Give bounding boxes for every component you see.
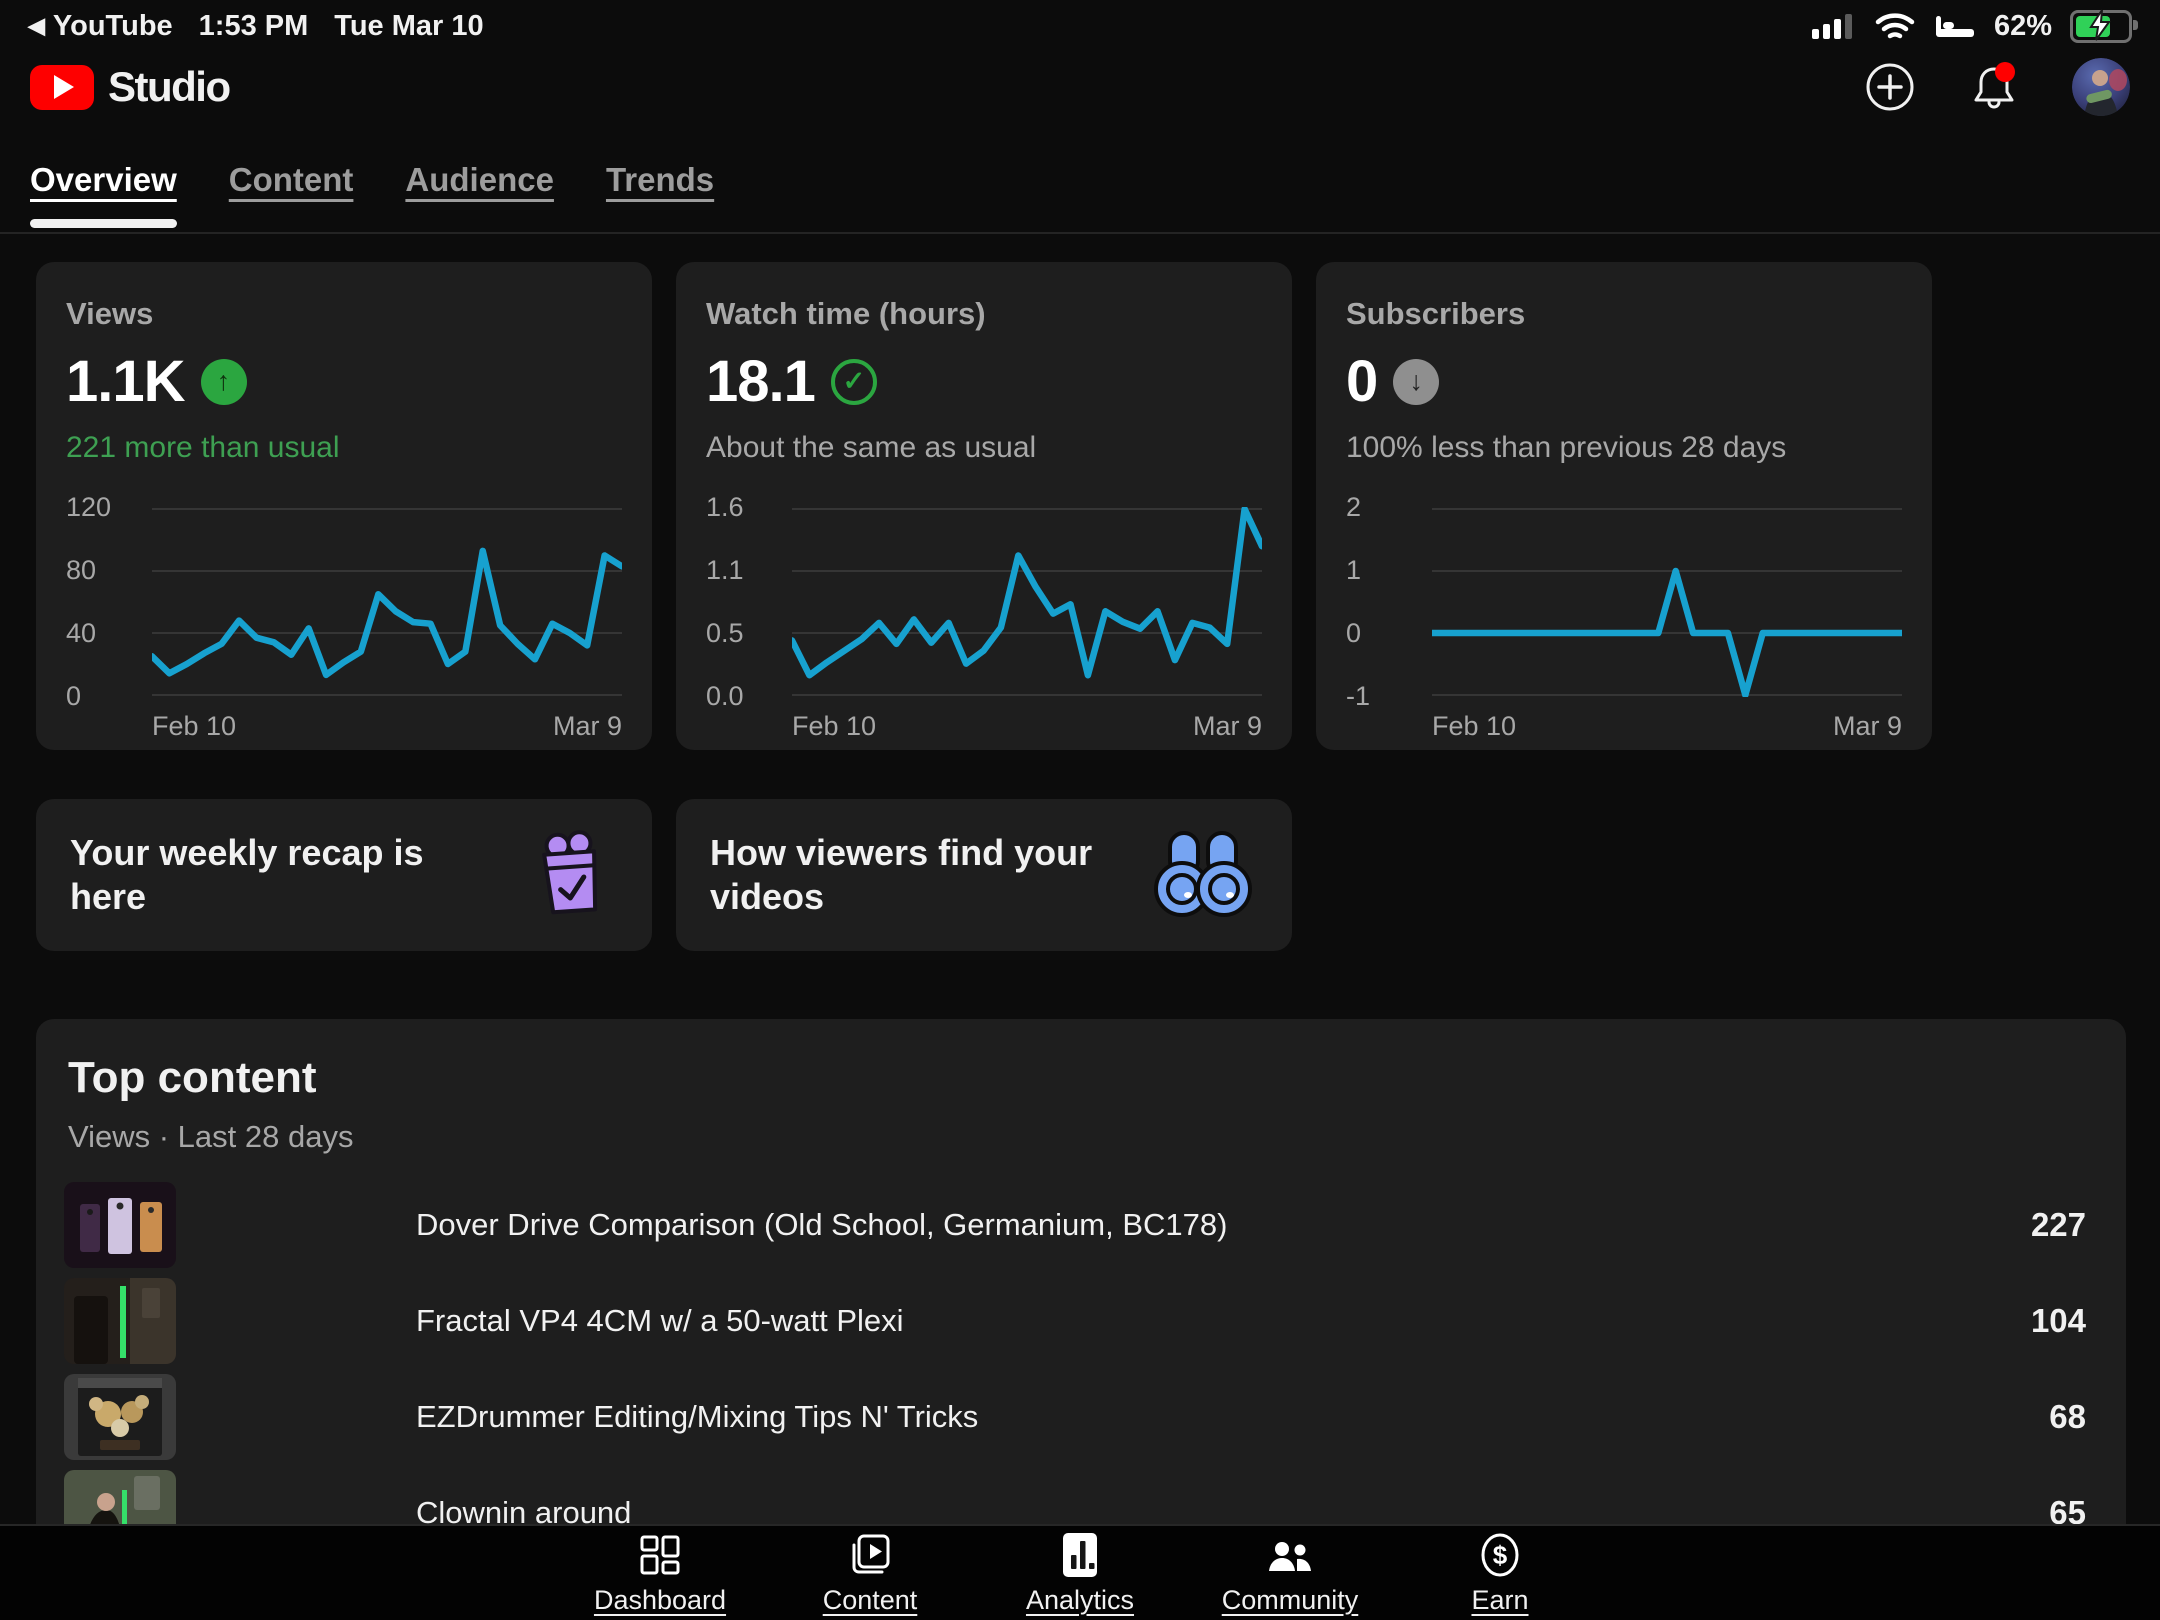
y-axis-labels: 1.6 1.1 0.5 0.0 [706,492,744,711]
watch-time-sparkline-chart: 1.6 1.1 0.5 0.0 Feb 10 Mar 9 [706,492,1262,741]
account-avatar[interactable] [2072,58,2130,116]
video-thumbnail-pedals [64,1182,176,1268]
top-content-card: Top content Views · Last 28 days Dover D… [36,1019,2126,1619]
binoculars-icon [1148,827,1258,923]
notification-dot [1995,62,2015,82]
ios-status-bar: ◀ YouTube 1:53 PM Tue Mar 10 [0,0,2160,48]
x-axis-start-label: Feb 10 [152,711,237,741]
subscribers-value: 0 [1346,349,1378,414]
promo-title: How viewers find your videos [710,832,1093,917]
views-metric-card[interactable]: Views 1.1K ↑ 221 more than usual 120 80 40… [36,262,652,750]
watch-time-delta: About the same as usual [706,431,1037,464]
y-axis-labels: 120 80 40 0 [66,492,112,711]
weekly-recap-card[interactable]: Your weekly recap is here [36,799,652,951]
trend-up-icon: ↑ [200,358,247,405]
x-axis-end-label: Mar 9 [1832,711,1902,741]
video-title: Fractal VP4 4CM w/ a 50-watt Plexi [416,1303,904,1338]
video-views: 227 [2030,1206,2086,1243]
battery-icon [2070,8,2138,43]
recap-gift-icon [522,825,618,925]
subscribers-metric-card[interactable]: Subscribers 0 ↓ 100% less than previous … [1316,262,1932,750]
x-axis-start-label: Feb 10 [792,711,877,741]
brand-name: Studio [108,63,231,110]
top-content-row[interactable]: Fractal VP4 4CM w/ a 50-watt Plexi 104 [64,1277,2086,1365]
youtube-studio-logo: Studio [30,63,231,111]
nav-earn[interactable]: $ Earn [1424,1526,1576,1620]
card-title: Subscribers [1346,296,1526,331]
status-date: Tue Mar 10 [334,9,484,42]
video-views: 68 [2049,1398,2086,1435]
top-content-title: Top content [68,1053,317,1102]
promo-title: Your weekly recap is here [70,832,424,917]
back-app-name: YouTube [52,9,173,42]
video-views: 104 [2030,1302,2086,1339]
watch-time-value: 18.1 [706,349,816,414]
community-icon [1264,1531,1316,1579]
metric-cards-row: Views 1.1K ↑ 221 more than usual 120 80 40… [36,262,1932,750]
wifi-icon [1874,10,1916,42]
video-thumbnail-drum-software [64,1374,176,1460]
back-to-app-button[interactable]: ◀ YouTube [28,10,173,43]
youtube-play-logo-icon [30,64,94,110]
dashboard-icon [636,1531,684,1579]
tab-content[interactable]: Content [228,161,354,198]
app-header: Studio [0,44,2160,130]
status-time: 1:53 PM [198,9,309,42]
back-triangle-icon: ◀ [28,13,45,38]
nav-dashboard[interactable]: Dashboard [584,1526,736,1620]
video-thumbnail-studio [64,1278,176,1364]
how-viewers-find-card[interactable]: How viewers find your videos [676,799,1292,951]
analytics-icon [1056,1531,1104,1579]
trend-down-icon: ↓ [1393,358,1440,405]
y-axis-labels: 2 1 0 -1 [1346,492,1371,711]
top-content-row[interactable]: EZDrummer Editing/Mixing Tips N' Tricks … [64,1373,2086,1461]
sleep-focus-bed-icon [1934,12,1976,40]
bottom-navigation-bar: Dashboard Content Analytics [0,1524,2160,1620]
views-sparkline-chart: 120 80 40 0 Feb 10 Mar 9 [66,492,622,741]
nav-community[interactable]: Community [1214,1526,1366,1620]
watch-time-metric-card[interactable]: Watch time (hours) 18.1 ✓ About the same… [676,262,1292,750]
content-icon [846,1531,894,1579]
create-plus-button[interactable] [1864,61,1916,113]
earn-icon: $ [1476,1531,1524,1579]
x-axis-end-label: Mar 9 [1192,711,1262,741]
svg-text:$: $ [1493,1540,1508,1570]
views-delta: 221 more than usual [66,431,340,464]
tab-overview[interactable]: Overview [30,128,177,232]
views-value: 1.1K [66,349,186,414]
video-title: EZDrummer Editing/Mixing Tips N' Tricks [416,1399,979,1434]
notifications-bell-button[interactable] [1966,59,2022,115]
nav-analytics[interactable]: Analytics [1004,1526,1156,1620]
top-content-row[interactable]: Dover Drive Comparison (Old School, Germ… [64,1181,2086,1269]
video-title: Dover Drive Comparison (Old School, Germ… [416,1207,1228,1242]
top-content-subtitle: Views · Last 28 days [68,1119,354,1154]
promo-cards-row: Your weekly recap is here How viewers fi… [36,799,1292,951]
charging-bolt-icon [2089,8,2111,41]
nav-content[interactable]: Content [794,1526,946,1620]
card-title: Watch time (hours) [706,296,986,331]
tab-trends[interactable]: Trends [605,161,715,198]
x-axis-end-label: Mar 9 [552,711,622,741]
cellular-signal-icon [1811,12,1856,40]
tab-audience[interactable]: Audience [405,161,554,198]
card-title: Views [66,296,154,331]
analytics-tab-bar: Overview Content Audience Trends [0,128,2160,234]
battery-percent: 62% [1993,9,2052,42]
x-axis-start-label: Feb 10 [1432,711,1517,741]
trend-same-check-icon: ✓ [830,358,877,405]
subscribers-sparkline-chart: 2 1 0 -1 Feb 10 Mar 9 [1346,492,1902,741]
subscribers-delta: 100% less than previous 28 days [1346,431,1787,464]
